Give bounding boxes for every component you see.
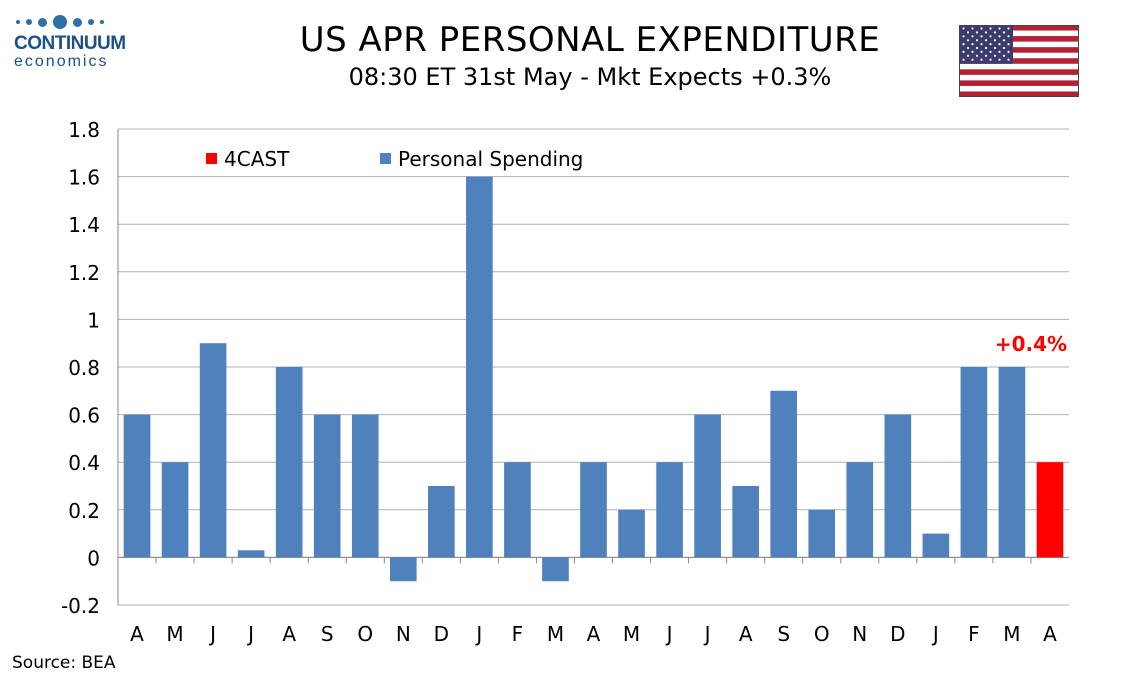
bar-personal-spending <box>275 367 303 558</box>
x-tick-label: J <box>246 622 254 646</box>
x-tick-label: J <box>931 622 939 646</box>
y-tick-label: 1.6 <box>68 166 100 190</box>
bar-personal-spending <box>618 509 645 558</box>
y-tick-label: 1 <box>87 308 100 332</box>
logo-subtitle: economics <box>14 53 109 70</box>
bar-personal-spending <box>922 533 950 558</box>
x-tick-label: N <box>852 622 867 646</box>
logo-name: CONTINUUM <box>14 33 126 54</box>
bar-personal-spending <box>960 367 988 558</box>
x-tick-label: O <box>814 622 830 646</box>
x-tick-label: S <box>321 622 334 646</box>
x-tick-label: O <box>357 622 373 646</box>
y-tick-label: 0.8 <box>68 356 100 380</box>
x-tick-label: A <box>130 622 144 646</box>
y-tick-label: -0.2 <box>61 594 100 618</box>
bar-personal-spending <box>694 414 721 558</box>
bar-personal-spending <box>846 462 874 558</box>
bar-personal-spending <box>351 414 379 558</box>
y-tick-label: 1.4 <box>68 213 100 237</box>
logo-dots-icon <box>16 14 134 30</box>
bar-personal-spending <box>161 462 189 558</box>
bar-personal-spending <box>998 367 1026 558</box>
x-tick-label: A <box>587 622 601 646</box>
bar-personal-spending <box>123 414 151 558</box>
x-tick-label: M <box>1003 622 1020 646</box>
legend-swatch <box>206 153 217 164</box>
bar-personal-spending <box>580 462 607 558</box>
legend-label: 4CAST <box>224 147 290 171</box>
forecast-annotation: +0.4% <box>995 332 1067 356</box>
bar-personal-spending <box>542 557 569 582</box>
source-note: Source: BEA <box>12 653 116 673</box>
x-tick-label: F <box>968 622 980 646</box>
bar-personal-spending <box>389 557 417 582</box>
x-tick-label: M <box>623 622 640 646</box>
x-tick-label: M <box>166 622 183 646</box>
bars <box>123 176 1064 582</box>
bar-personal-spending <box>237 550 265 558</box>
legend-swatch <box>380 153 391 164</box>
page-title: US APR PERSONAL EXPENDITURE <box>299 20 881 60</box>
annotations: +0.4% <box>995 332 1067 356</box>
y-tick-label: 0 <box>87 546 100 570</box>
bar-personal-spending <box>428 486 455 558</box>
x-tick-label: F <box>512 622 524 646</box>
bar-4cast <box>1036 462 1064 558</box>
legend-label: Personal Spending <box>398 147 583 171</box>
us-flag-icon <box>959 25 1079 97</box>
legend: 4CAST Personal Spending <box>206 147 583 171</box>
x-tick-label: A <box>739 622 753 646</box>
bar-personal-spending <box>313 414 341 558</box>
bar-personal-spending <box>770 390 798 558</box>
x-tick-label: D <box>890 622 905 646</box>
x-tick-label: J <box>665 622 673 646</box>
x-tick-label: M <box>547 622 564 646</box>
x-tick-label: J <box>474 622 482 646</box>
x-tick-label: J <box>208 622 216 646</box>
bar-personal-spending <box>808 509 836 558</box>
bar-personal-spending <box>199 343 227 558</box>
x-tick-label: A <box>282 622 296 646</box>
x-tick-label: A <box>1043 622 1057 646</box>
y-tick-label: 0.6 <box>68 404 100 428</box>
bar-personal-spending <box>884 414 912 558</box>
y-tick-label: 1.2 <box>68 261 100 285</box>
y-tick-label: 0.4 <box>68 451 100 475</box>
x-tick-label: S <box>777 622 790 646</box>
x-tick-label: J <box>703 622 711 646</box>
continuum-logo: CONTINUUM economics <box>14 14 134 71</box>
y-tick-label: 0.2 <box>68 499 100 523</box>
bar-personal-spending <box>732 486 759 558</box>
y-tick-label: 1.8 <box>68 118 100 142</box>
x-tick-label: N <box>396 622 411 646</box>
bar-personal-spending <box>504 462 531 558</box>
bar-personal-spending <box>656 462 683 558</box>
page-subtitle: 08:30 ET 31st May - Mkt Expects +0.3% <box>348 63 832 91</box>
bar-personal-spending <box>466 176 493 558</box>
x-tick-label: D <box>434 622 449 646</box>
